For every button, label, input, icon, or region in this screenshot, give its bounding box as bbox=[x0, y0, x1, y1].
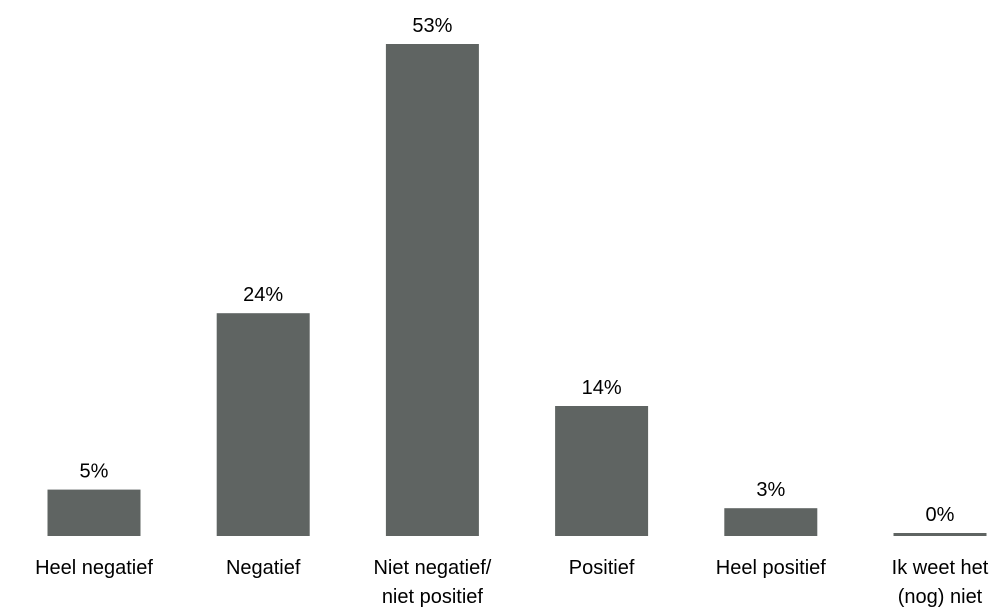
bar-4 bbox=[724, 508, 818, 536]
bar-0 bbox=[47, 489, 141, 536]
category-labels-group: Heel negatief Negatief Niet negatief/niet … bbox=[35, 557, 989, 608]
bar-2 bbox=[385, 44, 479, 536]
value-label-3: 14% bbox=[582, 377, 622, 399]
value-label-4: 3% bbox=[756, 479, 785, 501]
category-label-5: Ik weet het (nog) niet bbox=[892, 557, 989, 608]
category-label-5-line-1: (nog) niet bbox=[898, 586, 983, 608]
bar-5 bbox=[893, 533, 987, 536]
category-label-3-line-0: Positief bbox=[569, 557, 635, 579]
value-label-0: 5% bbox=[80, 461, 109, 483]
category-label-2: Niet negatief/niet positief bbox=[373, 557, 491, 608]
value-label-1: 24% bbox=[243, 284, 283, 306]
value-label-2: 53% bbox=[412, 15, 452, 37]
category-label-2-line-1: niet positief bbox=[382, 586, 484, 608]
category-label-1-line-0: Negatief bbox=[226, 557, 301, 579]
value-label-5: 0% bbox=[926, 504, 955, 526]
value-labels-group: 5% 24% 53% 14% 3% 0% bbox=[80, 15, 955, 526]
category-label-4: Heel positief bbox=[716, 557, 827, 579]
category-label-1: Negatief bbox=[226, 557, 301, 579]
bar-3 bbox=[555, 406, 649, 536]
category-label-5-line-0: Ik weet het bbox=[892, 557, 989, 579]
bars-group bbox=[47, 44, 987, 536]
bar-1 bbox=[216, 313, 310, 536]
category-label-0-line-0: Heel negatief bbox=[35, 557, 153, 579]
category-label-0: Heel negatief bbox=[35, 557, 153, 579]
category-label-2-line-0: Niet negatief/ bbox=[373, 557, 491, 579]
category-label-3: Positief bbox=[569, 557, 635, 579]
category-label-4-line-0: Heel positief bbox=[716, 557, 827, 579]
